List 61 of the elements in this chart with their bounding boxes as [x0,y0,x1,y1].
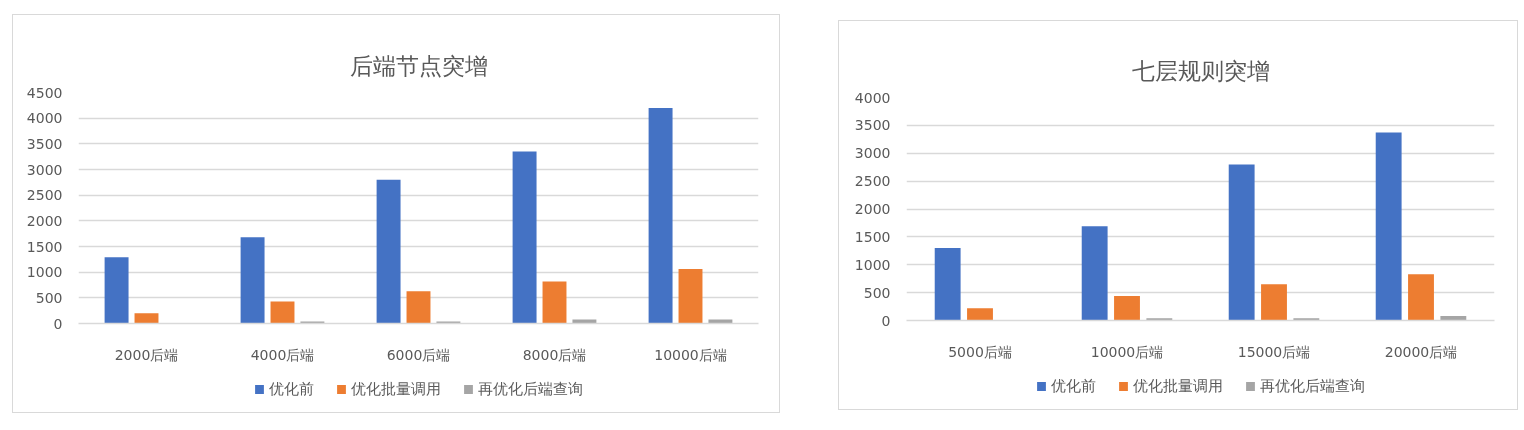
bar [134,313,159,324]
bar [436,321,461,324]
bar [1114,295,1140,321]
bar [1408,274,1434,321]
x-tick-label: 5000后端 [948,343,1012,360]
legend-label: 再优化后端查询 [1259,376,1365,396]
bar [1293,318,1320,321]
bar [512,151,537,324]
bar [270,301,295,324]
x-tick-label: 2000后端 [114,346,179,363]
x-tick-label: 10000后端 [1090,343,1164,360]
x-tick-label: 4000后端 [250,346,315,363]
bar [300,321,325,324]
y-tick-label: 4000 [854,89,891,106]
y-tick-label: 3500 [26,135,63,152]
bar [406,291,431,324]
y-tick-label: 3500 [854,117,891,134]
chart-title: 七层规则突增 [1131,57,1270,84]
bar [967,308,993,321]
y-tick-label: 3000 [26,161,63,178]
x-tick-label: 15000后端 [1237,343,1311,360]
bar [1081,226,1108,321]
y-tick-label: 2000 [854,201,891,217]
y-tick-label: 500 [863,284,891,301]
legend-label: 优化前 [268,379,314,399]
y-tick-label: 0 [881,312,891,329]
bar [678,269,703,324]
bar [1146,318,1173,321]
bar [240,237,265,324]
legend-label: 再优化后端查询 [477,379,583,399]
y-tick-label: 2500 [26,187,63,204]
bar [1440,316,1467,321]
y-tick-label: 2000 [26,212,63,229]
bar [376,179,401,324]
x-tick-label: 8000后端 [522,346,587,363]
chart-title: 后端节点突增 [349,52,488,79]
y-tick-label: 500 [35,289,63,306]
y-tick-label: 3000 [854,145,891,162]
y-tick-label: 2500 [854,173,891,190]
y-tick-label: 4000 [26,110,63,127]
legend-label: 优化批量调用 [350,379,441,399]
y-tick-label: 1000 [26,264,63,281]
bar [648,107,673,324]
bar [1261,284,1287,321]
x-tick-label: 6000后端 [386,346,451,363]
bar [708,319,733,324]
y-tick-label: 1500 [854,228,891,245]
bar [934,248,961,321]
x-tick-label: 20000后端 [1384,343,1458,360]
y-tick-label: 1000 [854,256,891,273]
bar [542,281,567,324]
y-tick-label: 4500 [26,84,63,101]
legend-label: 优化前 [1050,376,1096,396]
bar [1228,164,1255,321]
y-tick-label: 1500 [26,238,63,255]
legend-label: 优化批量调用 [1132,376,1223,396]
x-tick-label: 10000后端 [654,346,727,363]
bar [572,319,597,324]
bar [104,257,129,324]
y-tick-label: 0 [53,315,63,332]
bar [1375,132,1402,321]
